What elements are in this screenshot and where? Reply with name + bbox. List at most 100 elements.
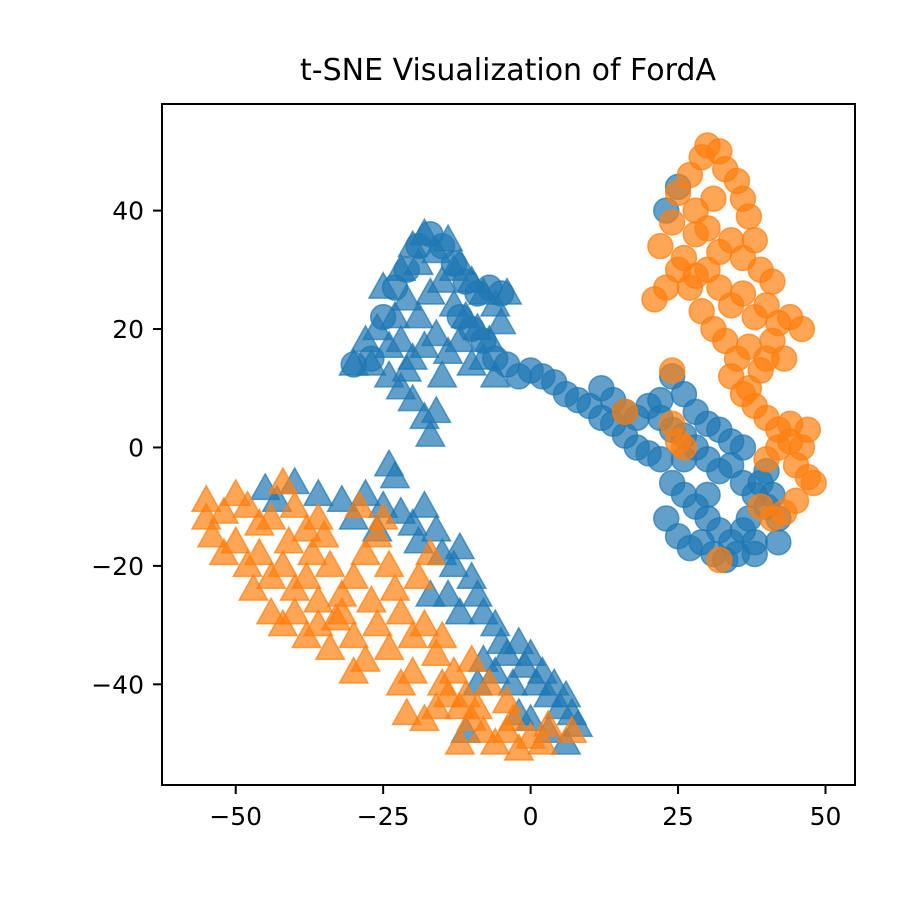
- y-tick-label: −20: [91, 552, 144, 581]
- y-tick-label: −40: [91, 670, 144, 699]
- triangle-marker: [403, 300, 435, 329]
- triangle-marker: [361, 519, 393, 548]
- triangle-marker: [414, 537, 446, 566]
- circle-marker: [782, 487, 810, 515]
- triangle-marker: [385, 324, 417, 353]
- triangle-marker: [320, 602, 352, 631]
- triangle-marker: [515, 638, 547, 666]
- triangle-marker: [456, 644, 488, 672]
- circle-marker: [759, 268, 786, 295]
- y-axis: −40 −20 0 20 40: [91, 197, 162, 699]
- circle-marker: [393, 256, 421, 284]
- circle-marker: [647, 232, 674, 260]
- triangle-marker: [497, 703, 529, 732]
- triangle-marker: [208, 496, 240, 524]
- triangle-marker: [462, 691, 494, 720]
- triangle-marker: [391, 697, 423, 726]
- triangle-marker: [273, 525, 305, 554]
- triangle-marker: [349, 537, 382, 566]
- triangle-marker: [379, 573, 411, 601]
- triangle-marker: [243, 537, 275, 566]
- triangle-marker: [279, 596, 311, 625]
- triangle-marker: [237, 573, 269, 601]
- triangle-marker: [308, 519, 340, 548]
- triangle-marker: [196, 519, 228, 548]
- triangle-marker: [408, 490, 440, 518]
- triangle-marker: [267, 466, 299, 495]
- circle-marker: [682, 221, 710, 248]
- triangle-marker: [338, 561, 370, 589]
- circle-marker: [729, 434, 757, 461]
- triangle-marker: [414, 578, 446, 607]
- x-tick-label: −25: [357, 802, 410, 831]
- triangle-marker: [438, 549, 470, 578]
- triangle-marker: [444, 596, 476, 625]
- triangle-marker: [408, 608, 440, 637]
- triangle-marker: [279, 490, 311, 518]
- circle-marker: [800, 469, 827, 497]
- circle-marker: [794, 416, 822, 443]
- series-3: [611, 132, 827, 574]
- circle-marker: [706, 238, 733, 266]
- triangle-marker: [426, 620, 458, 649]
- circle-marker: [788, 315, 816, 343]
- circle-marker: [688, 298, 715, 325]
- triangle-marker: [420, 318, 452, 347]
- circle-marker: [641, 286, 668, 313]
- x-axis: −50 −25 0 25 50: [209, 785, 841, 831]
- triangle-marker: [473, 667, 505, 696]
- triangle-marker: [338, 655, 370, 684]
- circle-marker: [765, 528, 792, 556]
- series-1: [190, 466, 588, 761]
- circle-marker: [635, 440, 662, 467]
- triangle-marker: [338, 620, 370, 649]
- y-tick-label: 0: [128, 433, 144, 462]
- triangle-marker: [373, 448, 405, 477]
- y-tick-label: 40: [112, 197, 144, 226]
- triangle-marker: [220, 525, 252, 554]
- scatter-points: [190, 132, 827, 761]
- triangle-marker: [526, 727, 558, 755]
- triangle-marker: [361, 608, 393, 637]
- triangle-marker: [296, 537, 328, 566]
- triangle-marker: [344, 490, 376, 518]
- x-tick-label: 25: [662, 802, 694, 831]
- circle-marker: [741, 540, 768, 568]
- triangle-marker: [190, 501, 222, 530]
- x-tick-label: −50: [209, 802, 262, 831]
- circle-marker: [735, 203, 763, 230]
- triangle-marker: [367, 501, 399, 530]
- triangle-marker: [355, 584, 387, 613]
- triangle-marker: [403, 561, 435, 589]
- triangle-marker: [420, 513, 452, 542]
- triangle-marker: [426, 359, 458, 388]
- circle-marker: [753, 446, 780, 473]
- circle-marker: [369, 303, 397, 331]
- circle-marker: [487, 280, 515, 307]
- triangle-marker: [267, 549, 299, 578]
- triangle-marker: [385, 596, 417, 625]
- plot-frame: [161, 103, 856, 786]
- circle-marker: [658, 357, 686, 384]
- x-tick-label: 0: [523, 802, 539, 831]
- triangle-marker: [420, 395, 452, 424]
- triangle-marker: [532, 709, 564, 738]
- triangle-marker: [385, 667, 417, 696]
- triangle-marker: [314, 632, 346, 661]
- triangle-marker: [444, 531, 476, 560]
- circle-marker: [753, 345, 780, 372]
- triangle-marker: [391, 353, 423, 382]
- circle-marker: [647, 386, 674, 414]
- circle-marker: [694, 481, 721, 509]
- x-tick-label: 50: [810, 802, 842, 831]
- triangle-marker: [373, 632, 405, 661]
- circle-marker: [729, 380, 757, 408]
- circle-marker: [729, 280, 757, 307]
- circle-marker: [358, 345, 385, 372]
- circle-marker: [670, 434, 698, 461]
- triangle-marker: [373, 549, 405, 578]
- triangle-marker: [444, 727, 476, 755]
- chart-title: t-SNE Visualization of FordA: [300, 53, 716, 88]
